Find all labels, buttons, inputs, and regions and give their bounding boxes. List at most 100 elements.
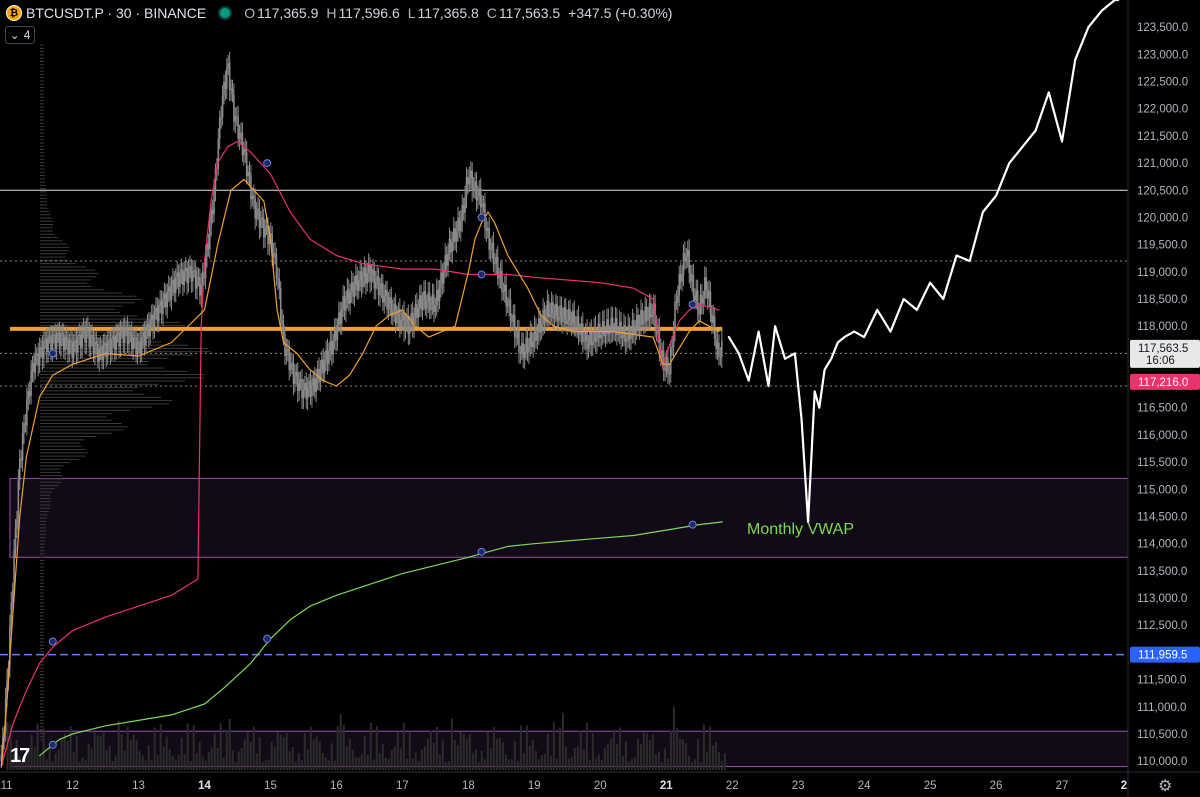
candle-body bbox=[85, 327, 88, 343]
candle-body bbox=[674, 301, 676, 332]
volume-bar bbox=[480, 750, 483, 770]
volume-profile-bar bbox=[40, 520, 46, 522]
volume-bar bbox=[684, 743, 687, 770]
candle-body bbox=[471, 170, 473, 192]
candle-body bbox=[414, 304, 417, 317]
candle-body bbox=[260, 219, 262, 228]
price-tick-label: 116,500.0 bbox=[1137, 403, 1187, 415]
candle-body bbox=[718, 342, 720, 357]
volume-profile-bar bbox=[40, 116, 45, 118]
settings-gear-icon[interactable]: ⚙ bbox=[1158, 778, 1173, 795]
candle-body bbox=[169, 286, 171, 301]
volume-profile-bar bbox=[40, 462, 71, 464]
volume-profile-bar bbox=[40, 383, 159, 385]
candle-body bbox=[437, 289, 439, 302]
indicators-collapse-button[interactable]: ⌄ 4 bbox=[5, 26, 35, 44]
volume-bar bbox=[474, 749, 477, 770]
volume-bar bbox=[450, 718, 453, 770]
candle-body bbox=[257, 208, 259, 211]
volume-bar bbox=[204, 760, 207, 770]
candle-body bbox=[454, 228, 456, 242]
candle-body bbox=[445, 254, 448, 266]
candle-body bbox=[677, 295, 679, 303]
candle-body bbox=[96, 343, 99, 362]
candle-body bbox=[652, 303, 655, 315]
candle-body bbox=[304, 382, 306, 391]
volume-profile-bar bbox=[40, 458, 79, 460]
volume-bar bbox=[360, 754, 363, 770]
volume-profile-bar bbox=[40, 80, 45, 82]
volume-bar bbox=[444, 761, 447, 770]
candle-body bbox=[313, 378, 316, 392]
candle-body bbox=[450, 238, 452, 253]
vwap-anchor-point bbox=[263, 159, 272, 168]
symbol-label[interactable]: BTCUSDT.P · 30 · BINANCE bbox=[26, 5, 207, 21]
candle-body bbox=[146, 323, 149, 329]
volume-profile-bar bbox=[40, 272, 99, 274]
volume-bar bbox=[375, 726, 378, 770]
candle-body bbox=[133, 337, 136, 339]
candle-body bbox=[214, 170, 217, 191]
candle-body bbox=[237, 117, 239, 139]
volume-profile-bar bbox=[40, 452, 89, 454]
volume-bar bbox=[315, 736, 318, 770]
candle-body bbox=[530, 332, 533, 348]
candle-body bbox=[563, 307, 566, 320]
candle-body bbox=[54, 334, 57, 349]
volume-profile-bar bbox=[40, 481, 62, 483]
volume-bar bbox=[57, 749, 60, 770]
time-tick-label: 15 bbox=[264, 780, 277, 792]
volume-bar bbox=[426, 738, 429, 770]
candle-body bbox=[394, 304, 397, 324]
volume-bar bbox=[486, 731, 489, 770]
candle-body bbox=[197, 277, 200, 279]
volume-bar bbox=[462, 733, 465, 770]
volume-bar bbox=[63, 733, 66, 770]
candle-body bbox=[475, 181, 478, 201]
volume-bar bbox=[294, 761, 297, 770]
volume-bar bbox=[465, 738, 468, 770]
candle-body bbox=[70, 340, 72, 342]
candle-body bbox=[376, 276, 378, 283]
candle-body bbox=[616, 318, 618, 335]
volume-profile-bar bbox=[40, 135, 45, 137]
volume-bar bbox=[618, 727, 621, 770]
candle-body bbox=[617, 334, 620, 336]
candle-body bbox=[129, 331, 132, 333]
volume-bar bbox=[645, 732, 648, 770]
candle-body bbox=[513, 315, 516, 337]
volume-bar bbox=[489, 748, 492, 770]
candle-body bbox=[555, 303, 557, 316]
candle-body bbox=[611, 317, 614, 333]
candle-body bbox=[184, 267, 187, 272]
candle-body bbox=[92, 336, 95, 355]
volume-bar bbox=[51, 761, 54, 770]
candle-body bbox=[479, 188, 482, 208]
candle-body bbox=[600, 334, 603, 339]
candle-body bbox=[211, 209, 214, 215]
volume-bar bbox=[636, 738, 639, 770]
time-tick-label: 23 bbox=[792, 780, 805, 792]
volume-bar bbox=[342, 724, 345, 770]
candle-body bbox=[523, 351, 526, 358]
candle-body bbox=[706, 289, 709, 299]
volume-bar bbox=[492, 727, 495, 770]
volume-bar bbox=[303, 732, 306, 770]
volume-profile-bar bbox=[40, 413, 113, 415]
time-tick-label: 12 bbox=[66, 780, 79, 792]
close-label: C bbox=[486, 5, 497, 21]
vwap-anchor-point bbox=[688, 300, 697, 309]
volume-bar bbox=[261, 761, 264, 770]
candle-body bbox=[425, 301, 428, 309]
candle-body bbox=[379, 289, 381, 296]
volume-profile-bar bbox=[40, 162, 45, 164]
price-tick-label: 113,000.0 bbox=[1137, 593, 1187, 605]
volume-profile-bar bbox=[40, 253, 67, 255]
volume-bar bbox=[255, 753, 258, 770]
candle-body bbox=[328, 350, 330, 364]
volume-bar bbox=[87, 743, 90, 770]
vwap-anchor-point bbox=[477, 547, 486, 556]
volume-bar bbox=[123, 750, 126, 770]
volume-bar bbox=[309, 726, 312, 770]
